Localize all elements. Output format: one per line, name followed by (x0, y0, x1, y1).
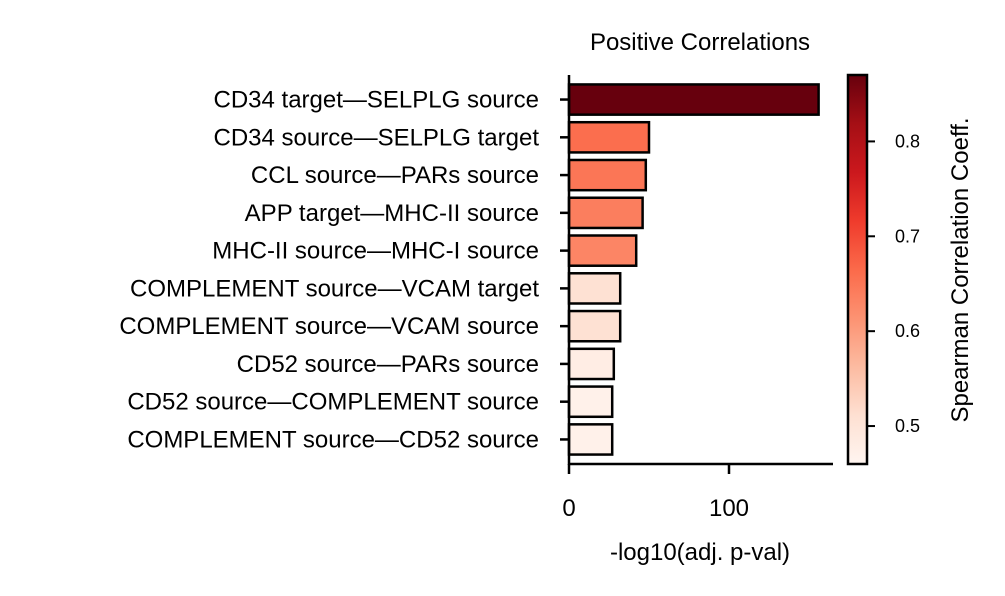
y-tick-label: CD34 source—SELPLG target (214, 124, 540, 151)
y-tick-label: CD34 target—SELPLG source (214, 87, 540, 114)
y-tick-label: APP target—MHC-II source (245, 200, 539, 227)
y-tick-label: CD52 source—PARs source (237, 351, 539, 378)
bar (567, 158, 648, 192)
bar (567, 83, 820, 116)
bar (567, 385, 614, 419)
y-tick-label: CCL source—PARs source (251, 162, 539, 189)
colorbar (846, 73, 869, 466)
y-tick-label: COMPLEMENT source—VCAM source (119, 313, 539, 340)
y-tick-labels: CD34 target—SELPLG source CD34 source—SEL… (119, 87, 569, 453)
y-tick-label: COMPLEMENT source—VCAM target (130, 275, 539, 302)
y-tick-label: MHC-II source—MHC-I source (212, 238, 539, 265)
colorbar-tick-label: 0.8 (895, 131, 920, 151)
bar (567, 347, 616, 381)
chart-title: Positive Correlations (590, 29, 810, 56)
y-tick-label: COMPLEMENT source—CD52 source (127, 426, 539, 453)
colorbar-label: Spearman Correlation Coeff. (947, 117, 974, 422)
colorbar-tick-label: 0.6 (895, 321, 920, 341)
bar (567, 423, 614, 456)
colorbar-ticks: 0.5 0.6 0.7 0.8 (867, 131, 920, 436)
bar (567, 272, 622, 305)
y-tick-label: CD52 source—COMPLEMENT source (127, 389, 539, 416)
colorbar-tick-label: 0.7 (895, 226, 920, 246)
bar (567, 309, 622, 343)
bar (567, 120, 651, 154)
x-tick-label: 0 (562, 495, 575, 522)
x-tick-label: 100 (709, 495, 749, 522)
x-axis-label: -log10(adj. p-val) (610, 539, 790, 566)
bar (567, 234, 638, 267)
x-ticks: 0 100 (562, 464, 749, 522)
bars-layer (567, 83, 820, 456)
colorbar-tick-label: 0.5 (895, 416, 920, 436)
bar (567, 196, 644, 230)
